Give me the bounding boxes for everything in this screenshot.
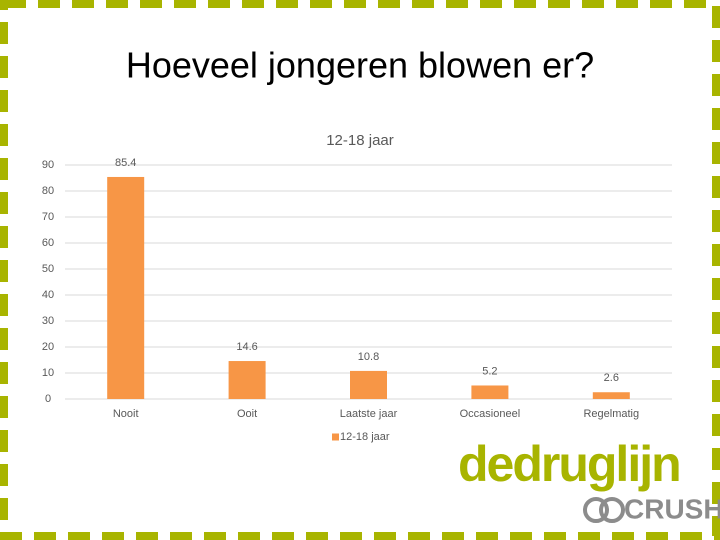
y-tick-label: 10 [42, 367, 54, 379]
x-tick-label: Nooit [113, 408, 139, 420]
logo-icon [599, 497, 625, 523]
data-label: 2.6 [604, 372, 619, 384]
y-tick-label: 60 [42, 237, 54, 249]
chart-title: 12-18 jaar [326, 132, 394, 149]
y-tick-label: 50 [42, 263, 54, 275]
logo-icon [583, 497, 609, 523]
data-label: 5.2 [482, 365, 497, 377]
bar [592, 392, 630, 399]
y-tick-label: 0 [45, 393, 51, 405]
x-tick-label: Occasioneel [460, 408, 521, 420]
bar [107, 176, 145, 399]
data-label: 85.4 [115, 157, 136, 169]
chart: 0 10 20 30 40 50 60 70 80 90 Nooit 85.4 Ooit 14.6 Laat… [42, 157, 672, 443]
y-tick-label: 70 [42, 211, 54, 223]
y-tick-label: 20 [42, 341, 54, 353]
slide-title: Hoeveel jongeren blowen er? [126, 45, 594, 86]
bar [350, 370, 387, 399]
data-label: 10.8 [358, 351, 379, 363]
y-tick-label: 30 [42, 315, 54, 327]
data-label: 14.6 [236, 341, 257, 353]
legend-label: 12-18 jaar [340, 431, 390, 443]
bar [228, 361, 266, 399]
y-tick-label: 80 [42, 185, 54, 197]
x-tick-label: Ooit [237, 408, 257, 420]
logo-sub: CRUSH [624, 493, 720, 524]
legend-swatch [332, 433, 339, 441]
logo-name: dedruglijn [458, 436, 680, 492]
y-tick-label: 40 [42, 289, 54, 301]
x-tick-label: Laatste jaar [340, 408, 398, 420]
x-tick-label: Regelmatig [583, 408, 639, 420]
bar [471, 385, 509, 399]
y-tick-label: 90 [42, 159, 54, 171]
